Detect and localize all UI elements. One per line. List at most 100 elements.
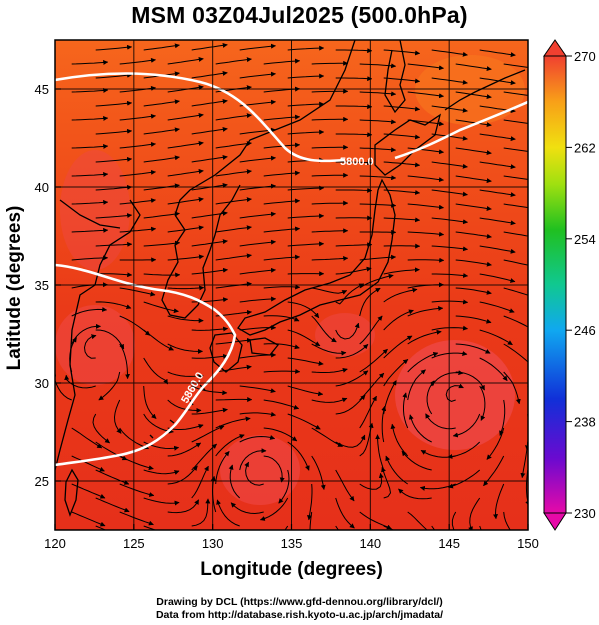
streamline [479,49,516,58]
streamline [383,189,421,195]
streamline [113,399,122,434]
streamline [407,175,444,183]
streamline [64,374,96,389]
streamline [95,241,133,247]
colorbar-gradient [543,55,567,514]
streamline [191,98,228,107]
streamline [215,113,252,121]
streamline [527,385,528,389]
streamline [167,424,204,430]
streamline [95,44,133,51]
streamline [503,511,511,530]
streamline [455,203,492,211]
streamline [359,395,377,429]
streamline [420,449,456,458]
streamline [479,161,516,170]
streamline [311,144,349,150]
streamline [359,119,397,125]
streamline [335,497,355,529]
streamline [408,414,432,443]
colorbar-tick-label: 254 [574,232,596,247]
streamline [335,48,373,54]
streamline [407,329,442,345]
streamline [119,198,156,205]
streamline [143,469,180,475]
streamline [431,299,469,305]
streamline [143,525,157,530]
streamline [335,322,360,340]
streamline [468,497,481,530]
streamline [287,45,325,51]
streamline [503,119,528,124]
streamline [479,245,516,254]
streamline [191,407,228,415]
y-tick-label: 35 [35,278,49,293]
streamline [239,43,276,51]
streamline [311,200,349,206]
streamline [479,273,516,283]
streamline [311,287,348,295]
streamline [359,202,397,208]
streamline [455,91,492,100]
streamline [259,497,289,521]
streamline [402,392,409,429]
streamline [215,141,252,149]
streamline [263,315,300,322]
streamline [311,455,326,490]
colorbar-tick-label: 238 [574,415,596,430]
streamline [71,427,103,449]
streamline [167,254,204,261]
streamline [311,427,343,447]
streamline [335,344,369,359]
streamline [311,60,349,66]
streamline [95,329,125,350]
streamline [119,483,155,497]
coastlines [55,40,526,517]
streamline [359,348,388,373]
streamline [95,213,133,219]
y-tick-label: 25 [35,474,49,489]
streamline [263,58,301,65]
streamline [263,343,300,350]
x-tick-label: 145 [438,536,460,551]
streamline [191,70,228,79]
streamline [167,197,204,205]
streamline [92,413,110,444]
streamline [359,175,397,181]
streamline [455,147,492,156]
streamline [215,451,230,485]
x-tick-label: 125 [123,536,145,551]
streamline [119,455,154,471]
streamline [119,113,156,121]
streamline [263,368,301,374]
streamline [335,283,365,305]
streamline [455,63,492,72]
streamline [407,203,444,210]
streamline [95,301,132,310]
page-title: MSM 03Z04Jul2025 (500.0hPa) [131,2,468,28]
y-tick-label: 30 [35,376,49,391]
streamline [407,147,444,155]
streamline [527,497,528,502]
streamline [407,511,428,530]
streamline [119,169,156,177]
streamline [311,367,348,373]
streamline [143,127,180,135]
streamline [263,142,301,149]
streamline [503,259,528,266]
colorbar: 270 262 254 246 238 230 [543,39,596,531]
streamline [215,397,253,402]
streamline [383,359,409,387]
streamline [119,57,156,65]
streamline [239,448,267,471]
streamline [407,231,445,237]
streamline [215,364,252,373]
streamline [335,160,373,165]
x-tick-label: 135 [281,536,303,551]
colorbar-min-arrow [543,512,567,531]
streamline [287,385,324,397]
streamline [244,461,264,486]
x-axis-label: Longitude (degrees) [200,559,383,580]
streamline [167,315,204,324]
streamline [71,116,109,121]
